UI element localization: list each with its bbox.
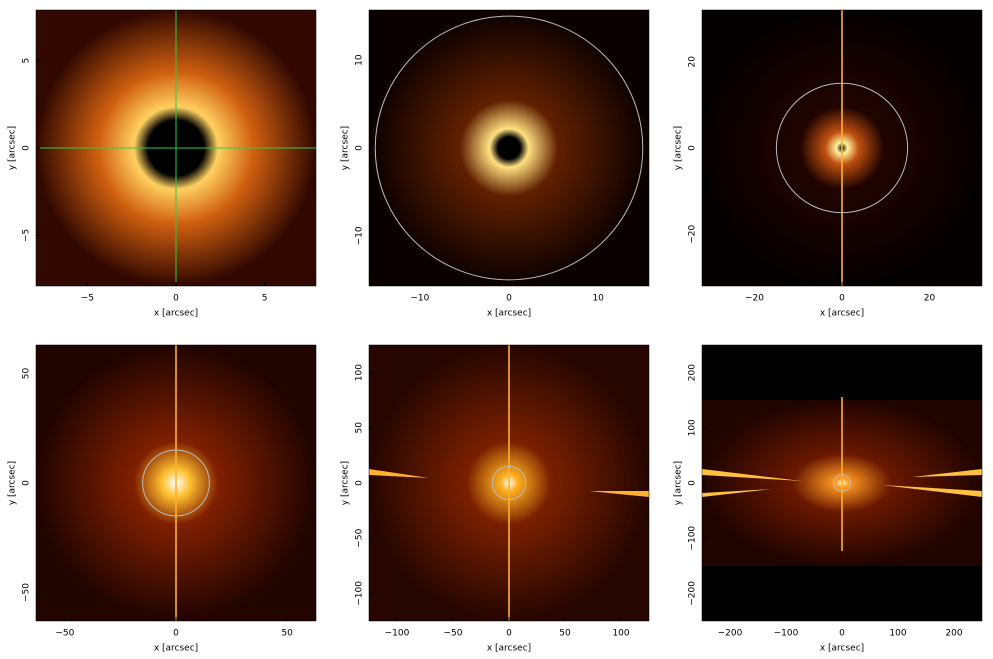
y-tick-label: −50 bbox=[22, 583, 32, 602]
y-tick-label: 5 bbox=[22, 58, 32, 64]
x-tick-label: 50 bbox=[281, 629, 293, 639]
y-tick-label: −50 bbox=[355, 528, 365, 547]
x-axis-label: x [arcsec] bbox=[154, 309, 198, 319]
x-tick-label: 100 bbox=[612, 629, 629, 639]
x-tick-label: 10 bbox=[592, 294, 604, 304]
y-tick-label: −5 bbox=[22, 229, 32, 242]
y-tick-label: 20 bbox=[688, 56, 698, 68]
y-tick-label: 100 bbox=[688, 419, 698, 436]
x-tick-label: 20 bbox=[924, 294, 936, 304]
image-glow bbox=[369, 10, 649, 286]
panel: −10 0 10 −10 0 10 x [arcsec] y [arcsec] bbox=[341, 9, 650, 319]
x-tick-label: 0 bbox=[173, 294, 179, 304]
y-axis-label: y [arcsec] bbox=[674, 126, 684, 170]
y-tick-label: 0 bbox=[688, 480, 698, 486]
x-axis-label: x [arcsec] bbox=[820, 309, 864, 319]
x-tick-label: 0 bbox=[173, 629, 179, 639]
x-tick-label: 5 bbox=[262, 294, 268, 304]
extraction-circle bbox=[833, 474, 851, 492]
y-tick-label: −10 bbox=[355, 226, 365, 245]
panel: −100 −50 0 50 100 −100 −50 0 50 100 x [arcsec] y [a… bbox=[341, 344, 650, 654]
x-tick-label: 0 bbox=[839, 629, 845, 639]
streak bbox=[882, 485, 982, 497]
y-tick-label: 0 bbox=[22, 145, 32, 151]
y-tick-label: −100 bbox=[355, 581, 365, 606]
panel: −50 0 50 −50 0 50 x [arcsec] y [arcsec] bbox=[8, 344, 317, 654]
streak bbox=[702, 489, 772, 497]
x-tick-label: −200 bbox=[718, 629, 743, 639]
x-tick-label: −5 bbox=[81, 294, 94, 304]
y-tick-label: −200 bbox=[688, 581, 698, 606]
x-tick-label: 0 bbox=[506, 629, 512, 639]
x-tick-label: −20 bbox=[745, 294, 764, 304]
y-tick-label: 0 bbox=[688, 145, 698, 151]
streak bbox=[589, 491, 649, 497]
panel: −20 0 20 −20 0 20 x [arcsec] y [arcsec] bbox=[674, 9, 983, 319]
y-tick-label: 0 bbox=[22, 480, 32, 486]
x-axis-label: x [arcsec] bbox=[487, 309, 531, 319]
x-axis-label: x [arcsec] bbox=[487, 644, 531, 654]
x-tick-label: −100 bbox=[385, 629, 410, 639]
y-tick-label: 50 bbox=[22, 367, 32, 379]
y-axis-label: y [arcsec] bbox=[341, 126, 351, 170]
extraction-circle bbox=[374, 15, 644, 281]
y-axis-label: y [arcsec] bbox=[341, 461, 351, 505]
extraction-circle bbox=[142, 449, 210, 517]
y-tick-label: 10 bbox=[355, 54, 365, 66]
x-tick-label: 0 bbox=[839, 294, 845, 304]
x-tick-label: −50 bbox=[55, 629, 74, 639]
y-axis-label: y [arcsec] bbox=[8, 126, 18, 170]
streak bbox=[912, 469, 982, 477]
x-tick-label: −100 bbox=[774, 629, 799, 639]
y-tick-label: 100 bbox=[355, 364, 365, 381]
streak bbox=[369, 469, 429, 478]
x-axis-label: x [arcsec] bbox=[154, 644, 198, 654]
y-axis-label: y [arcsec] bbox=[8, 461, 18, 505]
extraction-circle bbox=[775, 82, 909, 214]
streak bbox=[702, 469, 802, 481]
y-axis-label: y [arcsec] bbox=[674, 461, 684, 505]
panel: −200 −100 0 100 200 −200 −100 0 100 200 x [arcsec]… bbox=[674, 344, 983, 654]
x-tick-label: 100 bbox=[889, 629, 906, 639]
x-tick-label: −50 bbox=[444, 629, 463, 639]
panel: −5 0 5 −5 0 5 x [arcsec] y [arcsec] bbox=[8, 9, 317, 319]
y-tick-label: −100 bbox=[688, 526, 698, 551]
y-tick-label: 0 bbox=[355, 480, 365, 486]
x-tick-label: 0 bbox=[506, 294, 512, 304]
y-tick-label: −20 bbox=[688, 224, 698, 243]
y-tick-label: 50 bbox=[355, 422, 365, 434]
x-axis-label: x [arcsec] bbox=[820, 644, 864, 654]
x-tick-label: 200 bbox=[945, 629, 962, 639]
y-tick-label: 200 bbox=[688, 364, 698, 381]
x-tick-label: −10 bbox=[410, 294, 429, 304]
extraction-circle bbox=[491, 465, 527, 501]
x-tick-label: 50 bbox=[559, 629, 571, 639]
y-tick-label: 0 bbox=[355, 145, 365, 151]
